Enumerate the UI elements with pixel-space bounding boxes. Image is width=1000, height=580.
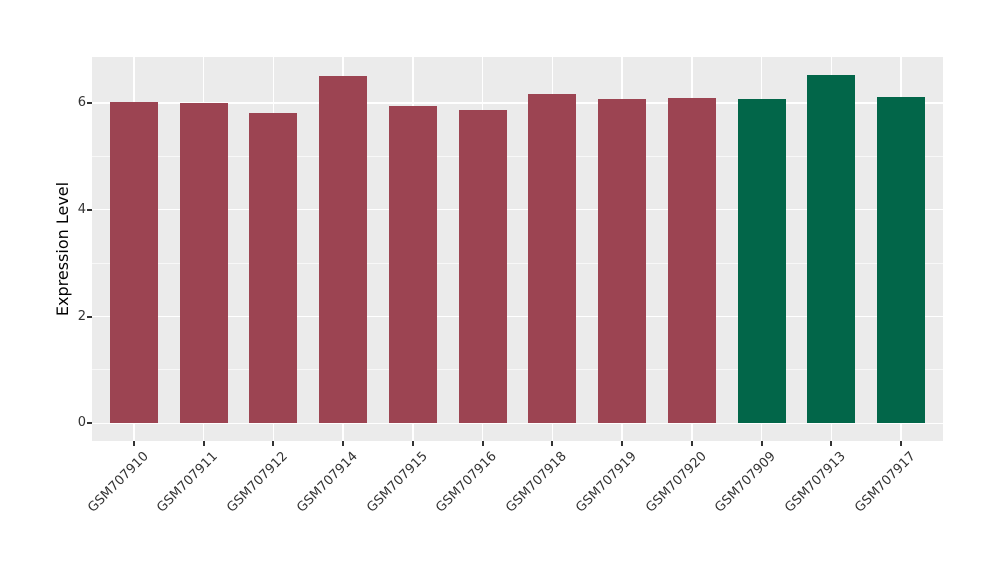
bar-GSM707916: [459, 110, 507, 424]
bar-GSM707910: [110, 101, 158, 424]
plot-panel: [92, 57, 943, 441]
y-tick-mark-2: [87, 315, 92, 318]
bar-GSM707914: [319, 76, 367, 424]
x-tick-mark-GSM707909: [760, 441, 763, 446]
x-tick-label-GSM707914: GSM707914: [294, 449, 361, 516]
x-tick-mark-GSM707915: [411, 441, 414, 446]
bar-GSM707915: [389, 106, 437, 424]
x-tick-label-GSM707917: GSM707917: [852, 449, 919, 516]
y-tick-label-4: 4: [77, 201, 86, 217]
bar-GSM707917: [877, 97, 925, 424]
x-tick-mark-GSM707916: [481, 441, 484, 446]
x-tick-label-GSM707910: GSM707910: [84, 449, 152, 516]
x-tick-mark-GSM707911: [202, 441, 205, 446]
x-tick-label-GSM707916: GSM707916: [433, 449, 501, 516]
bar-GSM707913: [807, 74, 855, 424]
bar-GSM707909: [738, 99, 786, 424]
bar-GSM707912: [249, 112, 297, 424]
x-tick-mark-GSM707919: [621, 441, 624, 446]
gridline-minor-y3: [92, 262, 943, 264]
x-tick-mark-GSM707913: [830, 441, 833, 446]
bar-GSM707911: [180, 103, 228, 424]
x-tick-label-GSM707909: GSM707909: [712, 449, 780, 516]
gridline-minor-y1: [92, 369, 943, 371]
bar-GSM707920: [668, 97, 716, 424]
y-tick-label-0: 0: [77, 415, 86, 431]
x-tick-label-GSM707918: GSM707918: [503, 449, 570, 516]
gridline-major-y4: [92, 208, 943, 211]
bar-GSM707918: [528, 93, 576, 424]
x-tick-label-GSM707920: GSM707920: [642, 449, 710, 516]
y-tick-mark-6: [87, 101, 92, 104]
x-tick-label-GSM707919: GSM707919: [573, 449, 640, 516]
x-tick-mark-GSM707917: [900, 441, 903, 446]
x-tick-mark-GSM707918: [551, 441, 554, 446]
y-tick-mark-4: [87, 208, 92, 211]
y-tick-label-6: 6: [77, 94, 86, 110]
x-tick-mark-GSM707920: [690, 441, 693, 446]
x-tick-label-GSM707912: GSM707912: [224, 449, 291, 516]
y-tick-label-2: 2: [77, 308, 86, 324]
gridline-major-y6: [92, 102, 943, 104]
x-tick-label-GSM707915: GSM707915: [363, 449, 431, 516]
gridline-major-y2: [92, 315, 943, 318]
gridline-major-y0: [92, 422, 943, 425]
x-tick-label-GSM707911: GSM707911: [154, 449, 222, 516]
x-tick-mark-GSM707914: [342, 441, 345, 446]
x-tick-label-GSM707913: GSM707913: [782, 449, 850, 516]
x-tick-mark-GSM707910: [132, 441, 135, 446]
x-tick-mark-GSM707912: [272, 441, 275, 446]
gridline-minor-y5: [92, 155, 943, 157]
bar-GSM707919: [598, 99, 646, 424]
y-tick-mark-0: [87, 422, 92, 425]
